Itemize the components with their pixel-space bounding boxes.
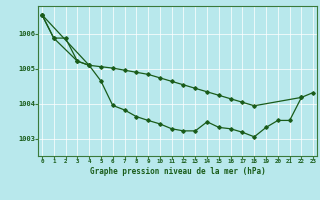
X-axis label: Graphe pression niveau de la mer (hPa): Graphe pression niveau de la mer (hPa) (90, 167, 266, 176)
